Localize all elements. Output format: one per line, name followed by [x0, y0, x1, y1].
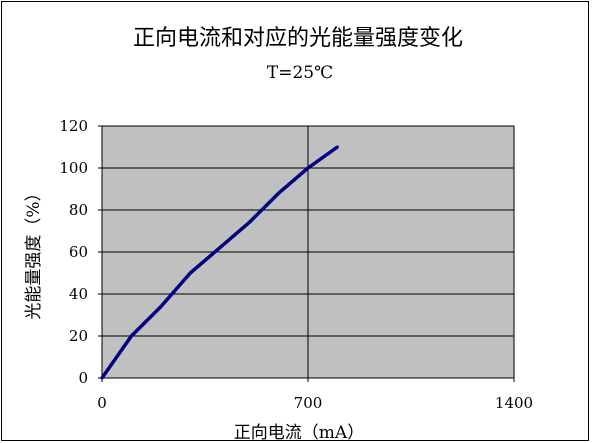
x-tick-label: 0: [97, 394, 107, 412]
series-point: [129, 334, 133, 338]
series-point: [188, 271, 192, 275]
series-point: [335, 145, 339, 149]
x-tick-label: 700: [294, 394, 323, 412]
y-tick-label: 20: [69, 327, 88, 345]
series-point: [218, 246, 222, 250]
series-point: [306, 166, 310, 170]
y-axis-label: 光能量强度（%）: [24, 184, 44, 319]
x-axis-ticks: 0 700 1400: [97, 378, 533, 412]
series-point: [159, 305, 163, 309]
y-tick-label: 100: [59, 159, 88, 177]
series-point: [100, 376, 104, 380]
chart-title: 正向电流和对应的光能量强度变化: [133, 26, 463, 51]
series-point: [277, 191, 281, 195]
x-tick-label: 1400: [495, 394, 533, 412]
y-tick-label: 80: [69, 201, 88, 219]
series-points: [100, 145, 339, 380]
y-tick-label: 60: [69, 243, 88, 261]
series-point: [247, 221, 251, 225]
y-tick-label: 0: [78, 369, 88, 387]
y-axis-ticks: 0 20 40 60 80 100 120: [59, 117, 102, 387]
chart-subtitle: T=25℃: [267, 63, 333, 83]
y-tick-label: 40: [69, 285, 88, 303]
x-axis-label: 正向电流（mA）: [234, 423, 364, 443]
y-tick-label: 120: [59, 117, 88, 135]
